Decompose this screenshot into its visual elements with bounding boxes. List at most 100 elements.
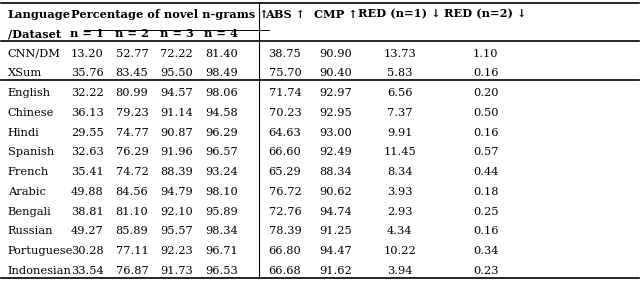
Text: 98.34: 98.34 xyxy=(205,226,237,236)
Text: 91.14: 91.14 xyxy=(160,108,193,118)
Text: 80.99: 80.99 xyxy=(116,88,148,98)
Text: 0.18: 0.18 xyxy=(473,187,499,197)
Text: 91.73: 91.73 xyxy=(160,266,193,276)
Text: 84.56: 84.56 xyxy=(116,187,148,197)
Text: 49.27: 49.27 xyxy=(71,226,104,236)
Text: 38.81: 38.81 xyxy=(71,207,104,217)
Text: 2.93: 2.93 xyxy=(387,207,412,217)
Text: 0.25: 0.25 xyxy=(473,207,499,217)
Text: 81.40: 81.40 xyxy=(205,49,237,59)
Text: 79.23: 79.23 xyxy=(116,108,148,118)
Text: Russian: Russian xyxy=(8,226,53,236)
Text: 70.23: 70.23 xyxy=(269,108,301,118)
Text: 66.68: 66.68 xyxy=(269,266,301,276)
Text: 94.79: 94.79 xyxy=(160,187,193,197)
Text: 11.45: 11.45 xyxy=(383,147,416,158)
Text: 75.70: 75.70 xyxy=(269,68,301,78)
Text: 6.56: 6.56 xyxy=(387,88,412,98)
Text: 66.60: 66.60 xyxy=(269,147,301,158)
Text: 0.57: 0.57 xyxy=(473,147,499,158)
Text: RED (n=1) ↓: RED (n=1) ↓ xyxy=(358,9,441,20)
Text: 36.13: 36.13 xyxy=(71,108,104,118)
Text: 64.63: 64.63 xyxy=(269,128,301,138)
Text: 94.47: 94.47 xyxy=(319,246,352,256)
Text: 74.72: 74.72 xyxy=(116,167,148,177)
Text: 98.49: 98.49 xyxy=(205,68,237,78)
Text: 0.50: 0.50 xyxy=(473,108,499,118)
Text: 95.57: 95.57 xyxy=(160,226,193,236)
Text: n = 3: n = 3 xyxy=(160,28,193,40)
Text: n = 1: n = 1 xyxy=(70,28,104,40)
Text: 35.41: 35.41 xyxy=(71,167,104,177)
Text: Hindi: Hindi xyxy=(8,128,40,138)
Text: 13.20: 13.20 xyxy=(71,49,104,59)
Text: 71.74: 71.74 xyxy=(269,88,301,98)
Text: 95.89: 95.89 xyxy=(205,207,237,217)
Text: 96.53: 96.53 xyxy=(205,266,237,276)
Text: 4.34: 4.34 xyxy=(387,226,412,236)
Text: Indonesian: Indonesian xyxy=(8,266,72,276)
Text: 96.71: 96.71 xyxy=(205,246,237,256)
Text: English: English xyxy=(8,88,51,98)
Text: 90.62: 90.62 xyxy=(319,187,352,197)
Text: 92.10: 92.10 xyxy=(160,207,193,217)
Text: 88.34: 88.34 xyxy=(319,167,352,177)
Text: 0.44: 0.44 xyxy=(473,167,499,177)
Text: 96.57: 96.57 xyxy=(205,147,237,158)
Text: 1.10: 1.10 xyxy=(473,49,499,59)
Text: n = 2: n = 2 xyxy=(115,28,149,40)
Text: ABS ↑: ABS ↑ xyxy=(265,9,305,20)
Text: 35.76: 35.76 xyxy=(71,68,104,78)
Text: 5.83: 5.83 xyxy=(387,68,412,78)
Text: 88.39: 88.39 xyxy=(160,167,193,177)
Text: 33.54: 33.54 xyxy=(71,266,104,276)
Text: 92.95: 92.95 xyxy=(319,108,352,118)
Text: Spanish: Spanish xyxy=(8,147,54,158)
Text: 98.06: 98.06 xyxy=(205,88,237,98)
Text: n = 4: n = 4 xyxy=(204,28,238,40)
Text: Portuguese: Portuguese xyxy=(8,246,73,256)
Text: 0.16: 0.16 xyxy=(473,226,499,236)
Text: 76.87: 76.87 xyxy=(116,266,148,276)
Text: 8.34: 8.34 xyxy=(387,167,412,177)
Text: 93.00: 93.00 xyxy=(319,128,352,138)
Text: 85.89: 85.89 xyxy=(116,226,148,236)
Text: Language: Language xyxy=(8,9,71,20)
Text: Chinese: Chinese xyxy=(8,108,54,118)
Text: 9.91: 9.91 xyxy=(387,128,412,138)
Text: Percentage of novel n-grams ↑: Percentage of novel n-grams ↑ xyxy=(72,9,269,20)
Text: 83.45: 83.45 xyxy=(116,68,148,78)
Text: 49.88: 49.88 xyxy=(71,187,104,197)
Text: 7.37: 7.37 xyxy=(387,108,412,118)
Text: 91.96: 91.96 xyxy=(160,147,193,158)
Text: 94.57: 94.57 xyxy=(160,88,193,98)
Text: 90.40: 90.40 xyxy=(319,68,352,78)
Text: RED (n=2) ↓: RED (n=2) ↓ xyxy=(444,9,527,20)
Text: 96.29: 96.29 xyxy=(205,128,237,138)
Text: 76.72: 76.72 xyxy=(269,187,301,197)
Text: 3.94: 3.94 xyxy=(387,266,412,276)
Text: 10.22: 10.22 xyxy=(383,246,416,256)
Text: Arabic: Arabic xyxy=(8,187,45,197)
Text: 94.58: 94.58 xyxy=(205,108,237,118)
Text: 91.62: 91.62 xyxy=(319,266,352,276)
Text: 32.22: 32.22 xyxy=(71,88,104,98)
Text: 65.29: 65.29 xyxy=(269,167,301,177)
Text: 95.50: 95.50 xyxy=(160,68,193,78)
Text: CMP ↑: CMP ↑ xyxy=(314,9,358,20)
Text: 74.77: 74.77 xyxy=(116,128,148,138)
Text: 0.20: 0.20 xyxy=(473,88,499,98)
Text: 78.39: 78.39 xyxy=(269,226,301,236)
Text: 72.76: 72.76 xyxy=(269,207,301,217)
Text: 72.22: 72.22 xyxy=(160,49,193,59)
Text: 91.25: 91.25 xyxy=(319,226,352,236)
Text: 0.23: 0.23 xyxy=(473,266,499,276)
Text: 94.74: 94.74 xyxy=(319,207,352,217)
Text: 76.29: 76.29 xyxy=(116,147,148,158)
Text: 92.49: 92.49 xyxy=(319,147,352,158)
Text: 3.93: 3.93 xyxy=(387,187,412,197)
Text: 30.28: 30.28 xyxy=(71,246,104,256)
Text: 92.97: 92.97 xyxy=(319,88,352,98)
Text: 66.80: 66.80 xyxy=(269,246,301,256)
Text: Bengali: Bengali xyxy=(8,207,51,217)
